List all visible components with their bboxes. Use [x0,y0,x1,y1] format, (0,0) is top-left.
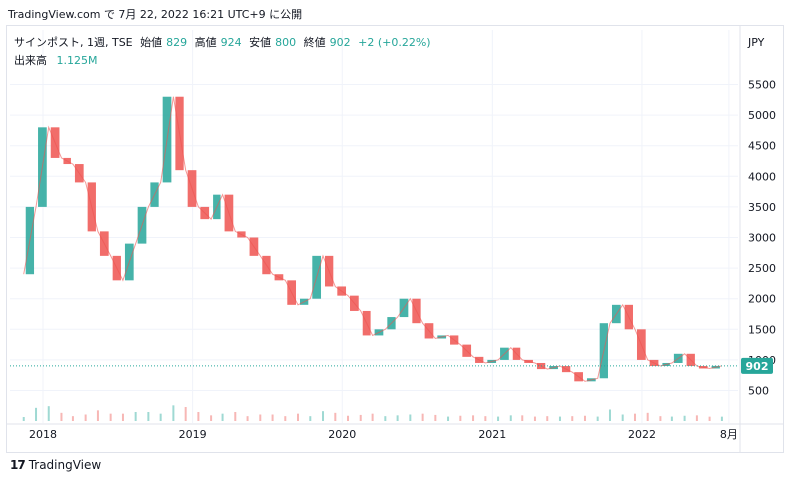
y-tick-label: 500 [748,385,769,398]
brand-label: TradingView [28,458,102,472]
volume-bar [246,416,249,421]
volume-bar [558,416,561,421]
close-label: 終値 [303,36,326,49]
y-tick-label: 3500 [748,201,776,214]
volume-bar [134,412,137,421]
volume-bar [297,413,300,421]
volume-bar [210,415,213,421]
publish-caption: TradingView.com で 7月 22, 2022 16:21 UTC+… [8,8,303,21]
volume-bar [60,412,63,421]
last-price-label: 902 [746,360,769,373]
tradingview-mark-icon: 17 [10,458,26,472]
y-tick-label: 4000 [748,170,776,183]
y-tick-label: 5000 [748,109,776,122]
volume-bar [47,406,50,421]
volume-bar [720,416,723,421]
volume-bar [583,415,586,421]
price-series-line [23,96,723,382]
volume-bar [497,416,500,421]
volume-bar [71,416,74,421]
high-label: 高値 [194,36,217,49]
x-tick-label: 2018 [29,428,57,441]
y-tick-label: 2000 [748,293,776,306]
low-label: 安値 [249,36,272,49]
volume-bar [35,407,38,421]
volume-bar [521,415,524,421]
volume-bar [309,416,312,421]
y-tick-label: 4500 [748,140,776,153]
x-tick-label: 8月 [720,428,738,441]
volume-bar [434,414,437,421]
volume-bar [96,410,99,421]
volume-bar [184,407,187,421]
volume-bar [147,412,150,421]
volume-bar [421,413,424,421]
chart-panel[interactable] [6,25,784,453]
volume-bar [472,415,475,421]
volume-bar [484,416,487,421]
volume-bar [509,415,512,421]
volume-bar [159,413,162,421]
volume-bar [659,416,662,421]
volume-bar [84,414,87,421]
volume-bar [197,412,200,421]
high-value: 924 [220,36,242,49]
open-value: 829 [166,36,188,49]
volume-bar [571,416,574,421]
volume-bar [359,414,362,421]
volume-bar [695,415,698,421]
y-tick-label: 3000 [748,232,776,245]
volume-value: 1.125M [56,54,98,67]
y-tick-label: 5500 [748,78,776,91]
volume-bar [633,413,636,421]
volume-bar [334,412,337,421]
symbol-legend: サインポスト, 1週, TSE 始値 829 高値 924 安値 800 終値 902 … [14,34,435,50]
volume-bar [447,416,450,421]
volume-bar [546,416,549,421]
currency-label: JPY [748,36,765,49]
volume-bar [683,415,686,421]
y-tick-label: 2500 [748,262,776,275]
volume-label: 出来高 [14,54,47,67]
change-value: +2 (+0.22%) [358,36,431,49]
last-price-badge [741,357,773,374]
volume-bar [22,417,25,421]
volume-bar [259,414,262,421]
tradingview-logo[interactable]: 17 TradingView [10,458,101,472]
low-value: 800 [275,36,297,49]
volume-bar [459,415,462,421]
volume-bar [533,416,536,421]
volume-bar [234,412,237,421]
volume-bar [347,415,350,421]
x-tick-label: 2019 [179,428,207,441]
x-tick-label: 2021 [478,428,506,441]
volume-bar [396,415,399,421]
volume-bar [670,416,673,421]
volume-bar [322,411,325,421]
volume-bar [221,413,224,421]
volume-bar [384,416,387,421]
volume-bar [646,412,649,421]
volume-bar [596,416,599,421]
x-tick-label: 2022 [628,428,656,441]
open-label: 始値 [140,36,163,49]
close-value: 902 [329,36,351,49]
volume-bar [271,414,274,421]
volume-bar [409,414,412,421]
volume-bar [172,405,175,421]
volume-bar [621,414,624,421]
symbol-label: サインポスト, 1週, TSE [14,36,133,49]
volume-legend: 出来高 1.125M [14,52,97,68]
volume-bar [708,416,711,421]
volume-bar [121,413,124,421]
volume-bar [284,416,287,421]
volume-bar [109,413,112,421]
volume-bar [371,413,374,421]
volume-bar [608,409,611,421]
x-tick-label: 2020 [328,428,356,441]
y-tick-label: 1500 [748,323,776,336]
